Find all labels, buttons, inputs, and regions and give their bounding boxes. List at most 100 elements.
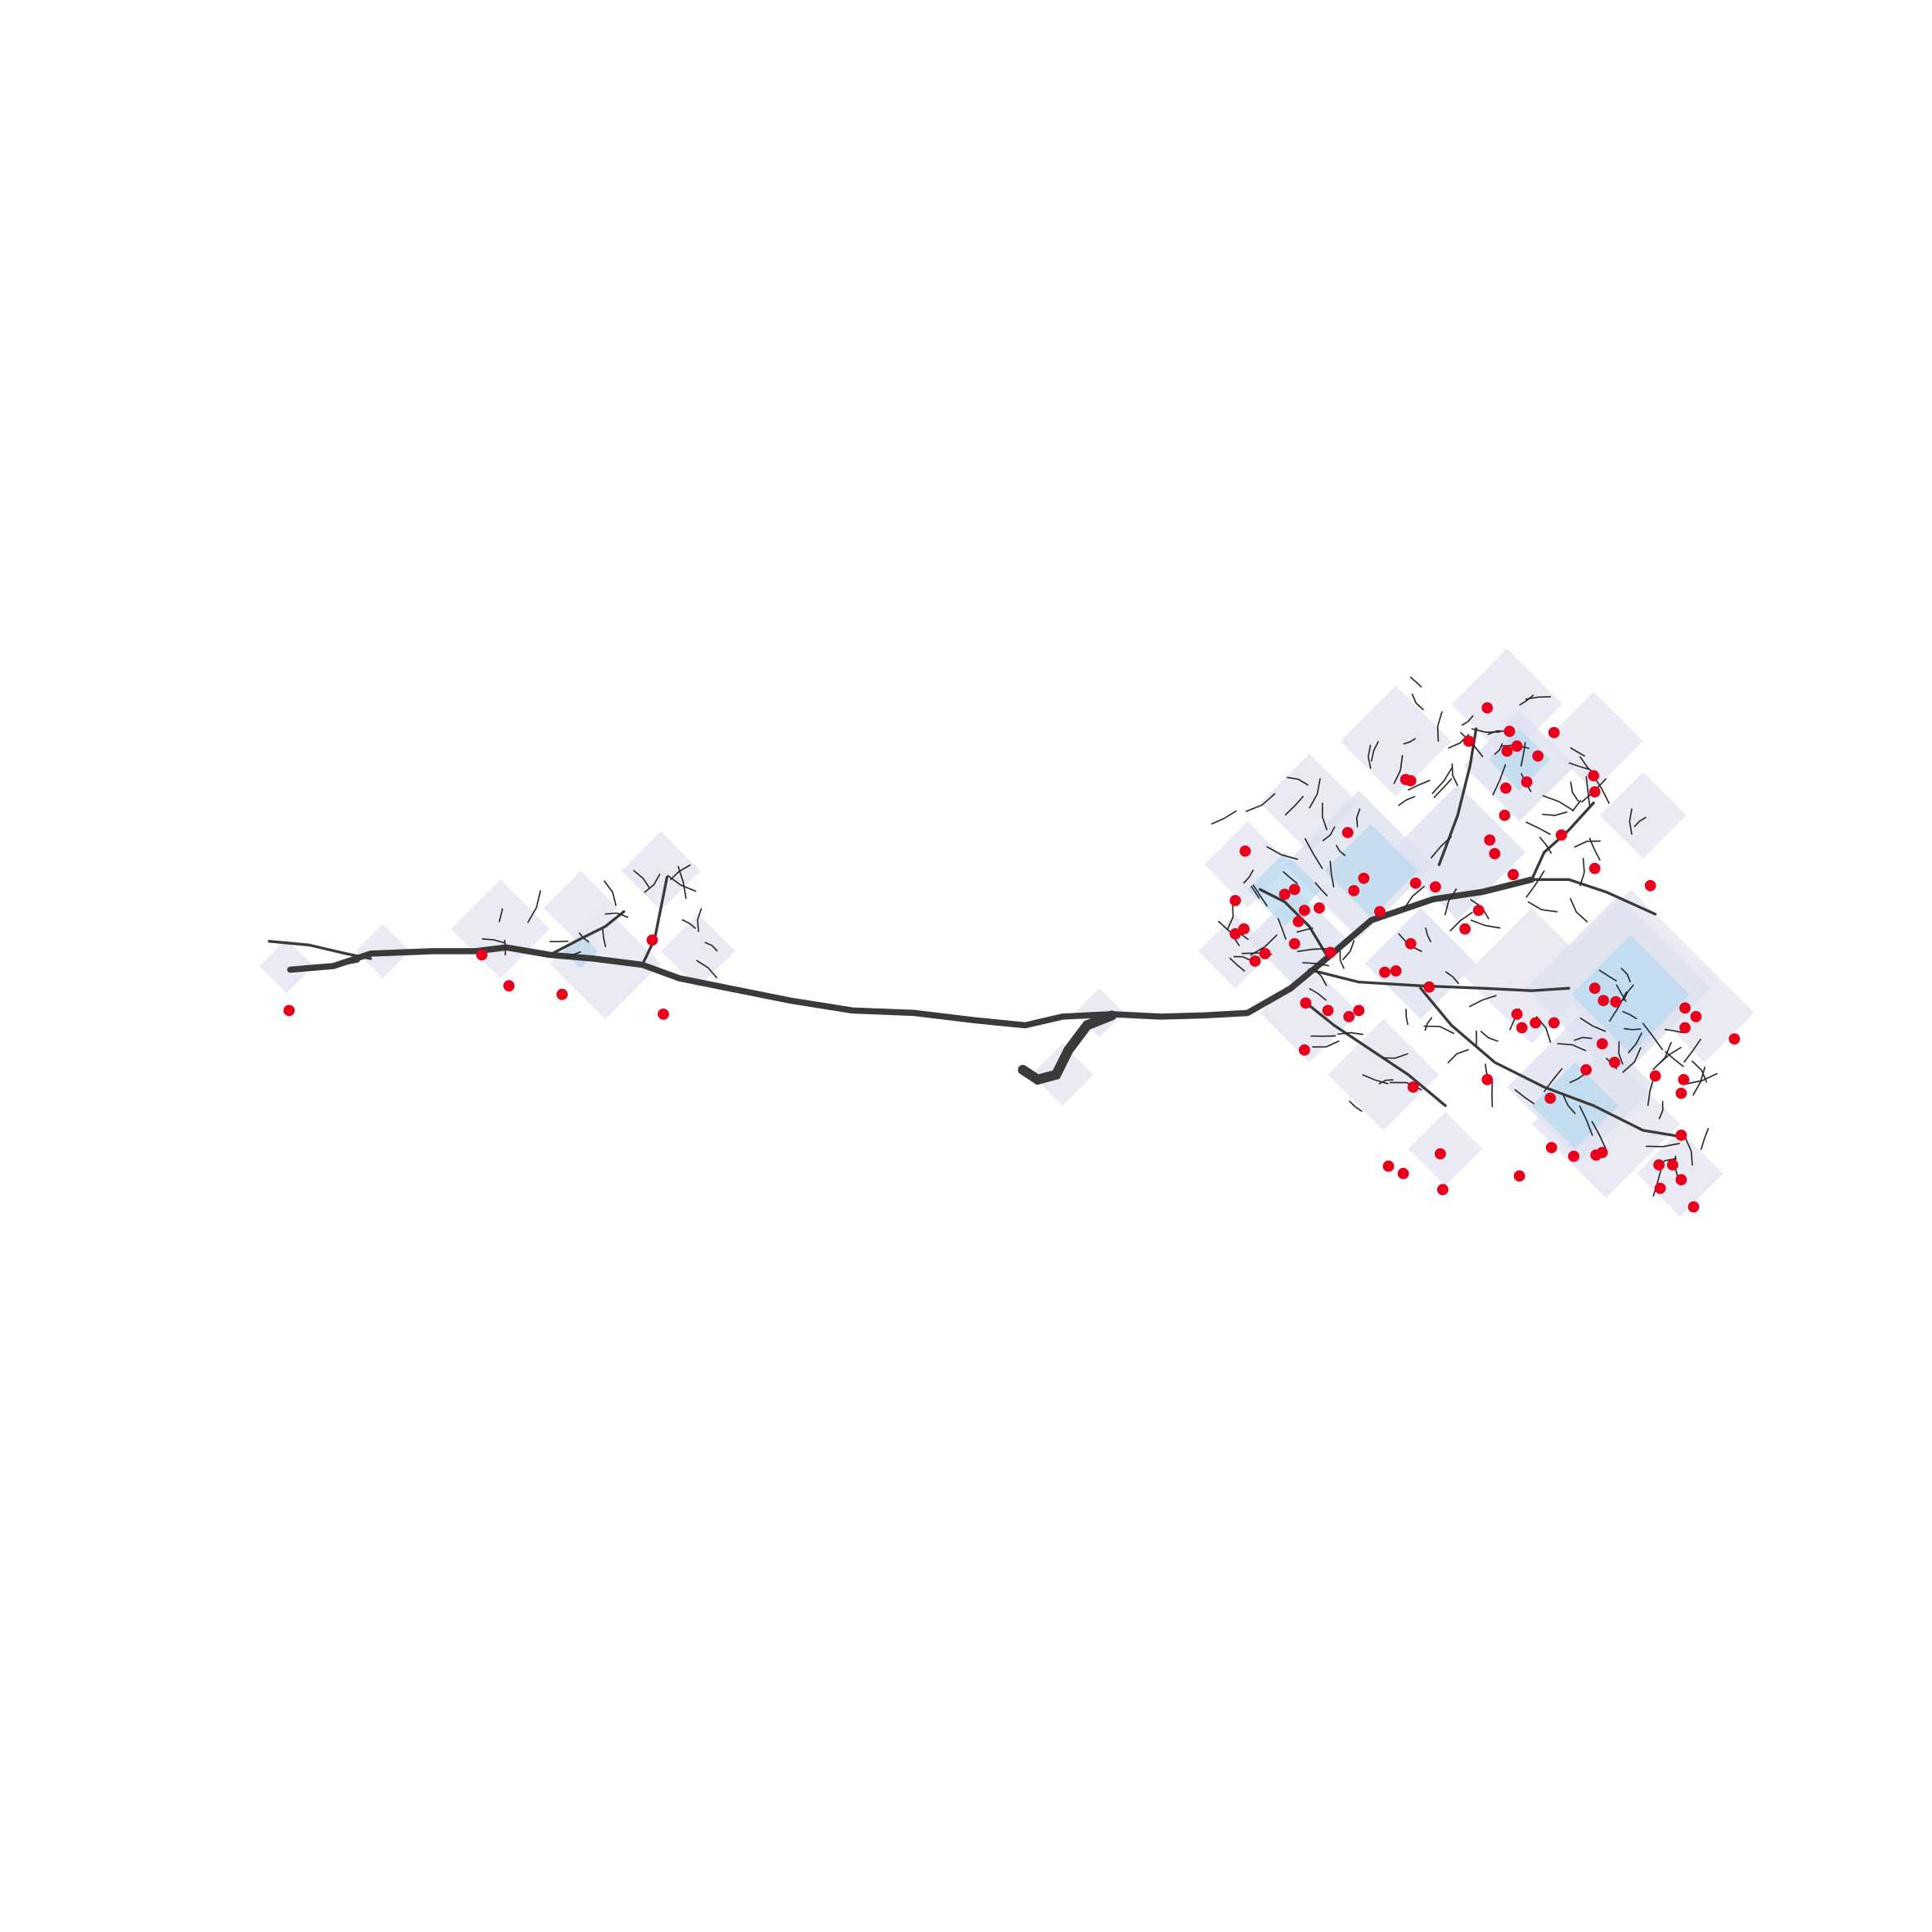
twig — [1598, 969, 1617, 982]
marker-point — [1404, 937, 1417, 950]
twig — [1245, 793, 1276, 812]
twig — [1445, 971, 1459, 985]
marker-point — [1300, 997, 1312, 1009]
secondary-branch — [548, 910, 626, 957]
density-patch — [550, 908, 661, 1019]
marker-point — [1343, 1011, 1355, 1022]
neuron-morphology — [267, 676, 1718, 1197]
marker-point — [1409, 877, 1422, 889]
twig — [1447, 1049, 1469, 1064]
twig — [1652, 1041, 1672, 1071]
twig — [1579, 857, 1585, 887]
marker-point — [1382, 1160, 1395, 1172]
twig — [1622, 1010, 1638, 1020]
twig — [1277, 918, 1287, 940]
twig — [1569, 1072, 1586, 1084]
density-patch — [1637, 1130, 1723, 1217]
secondary-branch — [1530, 801, 1595, 881]
twig — [1591, 1121, 1606, 1149]
twig — [1686, 1072, 1718, 1085]
marker-point — [1556, 829, 1567, 841]
marker-point — [1314, 902, 1325, 914]
density-patch — [543, 870, 618, 946]
marker-point — [1667, 1159, 1678, 1170]
twig — [1336, 844, 1346, 856]
marker-point — [1259, 948, 1271, 959]
twig — [1362, 1074, 1389, 1085]
marker-point — [1229, 928, 1242, 940]
twig — [1449, 911, 1473, 932]
marker-point — [1379, 966, 1391, 978]
marker-point — [1435, 1148, 1446, 1160]
twig — [1409, 676, 1422, 688]
twig — [1403, 738, 1416, 745]
twig — [1570, 897, 1588, 923]
twig — [527, 890, 541, 923]
marker-point — [476, 949, 487, 961]
marker-point — [1503, 726, 1516, 737]
twig — [1355, 808, 1361, 828]
marker-point — [1507, 869, 1519, 881]
density-patch — [259, 938, 314, 994]
twig — [1623, 1027, 1642, 1031]
twig — [677, 865, 687, 900]
twig — [1211, 810, 1238, 825]
twig — [1571, 799, 1582, 812]
marker-point — [1498, 809, 1511, 821]
twig — [1322, 826, 1336, 842]
marker-point — [1292, 915, 1305, 928]
twig — [1588, 838, 1601, 861]
twig — [681, 919, 696, 929]
twig — [564, 950, 582, 959]
twig — [1381, 1053, 1409, 1059]
marker-point — [1568, 1150, 1579, 1162]
marker-point — [1374, 905, 1386, 918]
marker-point — [1249, 955, 1261, 967]
marker-point — [1687, 1201, 1700, 1213]
twig — [1543, 1067, 1563, 1093]
twig — [1487, 730, 1508, 735]
marker-points — [283, 702, 1741, 1213]
twig — [498, 908, 504, 923]
marker-point — [1348, 885, 1360, 896]
twig — [633, 869, 651, 889]
twig — [1525, 821, 1551, 835]
twig — [1615, 984, 1627, 1002]
twig — [1468, 995, 1497, 1008]
twig — [1579, 1017, 1606, 1032]
twig — [481, 938, 506, 944]
marker-point — [1596, 1147, 1608, 1158]
marker-point — [1489, 847, 1501, 860]
twig — [1570, 781, 1579, 802]
twig — [1283, 871, 1298, 884]
twig — [1519, 694, 1534, 706]
marker-point — [1397, 1167, 1409, 1179]
twig — [1367, 744, 1372, 769]
twig — [601, 928, 607, 947]
marker-point — [1423, 981, 1436, 993]
twig — [1431, 766, 1453, 794]
marker-point — [1238, 923, 1250, 935]
twig — [1411, 693, 1424, 711]
marker-point — [658, 1009, 669, 1020]
density-patch — [1531, 1062, 1619, 1149]
twig — [1574, 840, 1602, 848]
twig — [1229, 957, 1246, 972]
twig — [1574, 1036, 1593, 1041]
twig — [1329, 860, 1335, 887]
twig — [696, 959, 717, 979]
trunk-hook — [1018, 1010, 1117, 1085]
marker-point — [1358, 872, 1370, 884]
secondary-branch — [1301, 999, 1447, 1108]
twig — [1579, 1105, 1593, 1136]
twig — [1302, 962, 1330, 967]
marker-point — [1278, 888, 1291, 901]
twig — [1665, 1051, 1684, 1067]
marker-point — [1654, 1182, 1666, 1194]
density-patch — [1488, 729, 1551, 791]
twig — [1296, 947, 1329, 953]
density-patch — [660, 914, 735, 989]
marker-point — [1298, 1044, 1310, 1056]
marker-point — [1644, 879, 1656, 892]
